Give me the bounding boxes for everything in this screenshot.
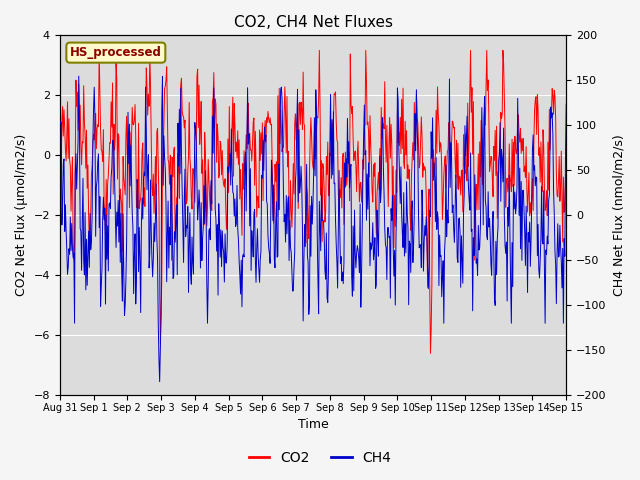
X-axis label: Time: Time (298, 419, 328, 432)
Y-axis label: CH4 Net Flux (nmol/m2/s): CH4 Net Flux (nmol/m2/s) (612, 134, 625, 296)
Y-axis label: CO2 Net Flux (μmol/m2/s): CO2 Net Flux (μmol/m2/s) (15, 134, 28, 296)
Text: HS_processed: HS_processed (70, 46, 162, 59)
Legend: CO2, CH4: CO2, CH4 (243, 445, 397, 471)
Title: CO2, CH4 Net Fluxes: CO2, CH4 Net Fluxes (234, 15, 392, 30)
